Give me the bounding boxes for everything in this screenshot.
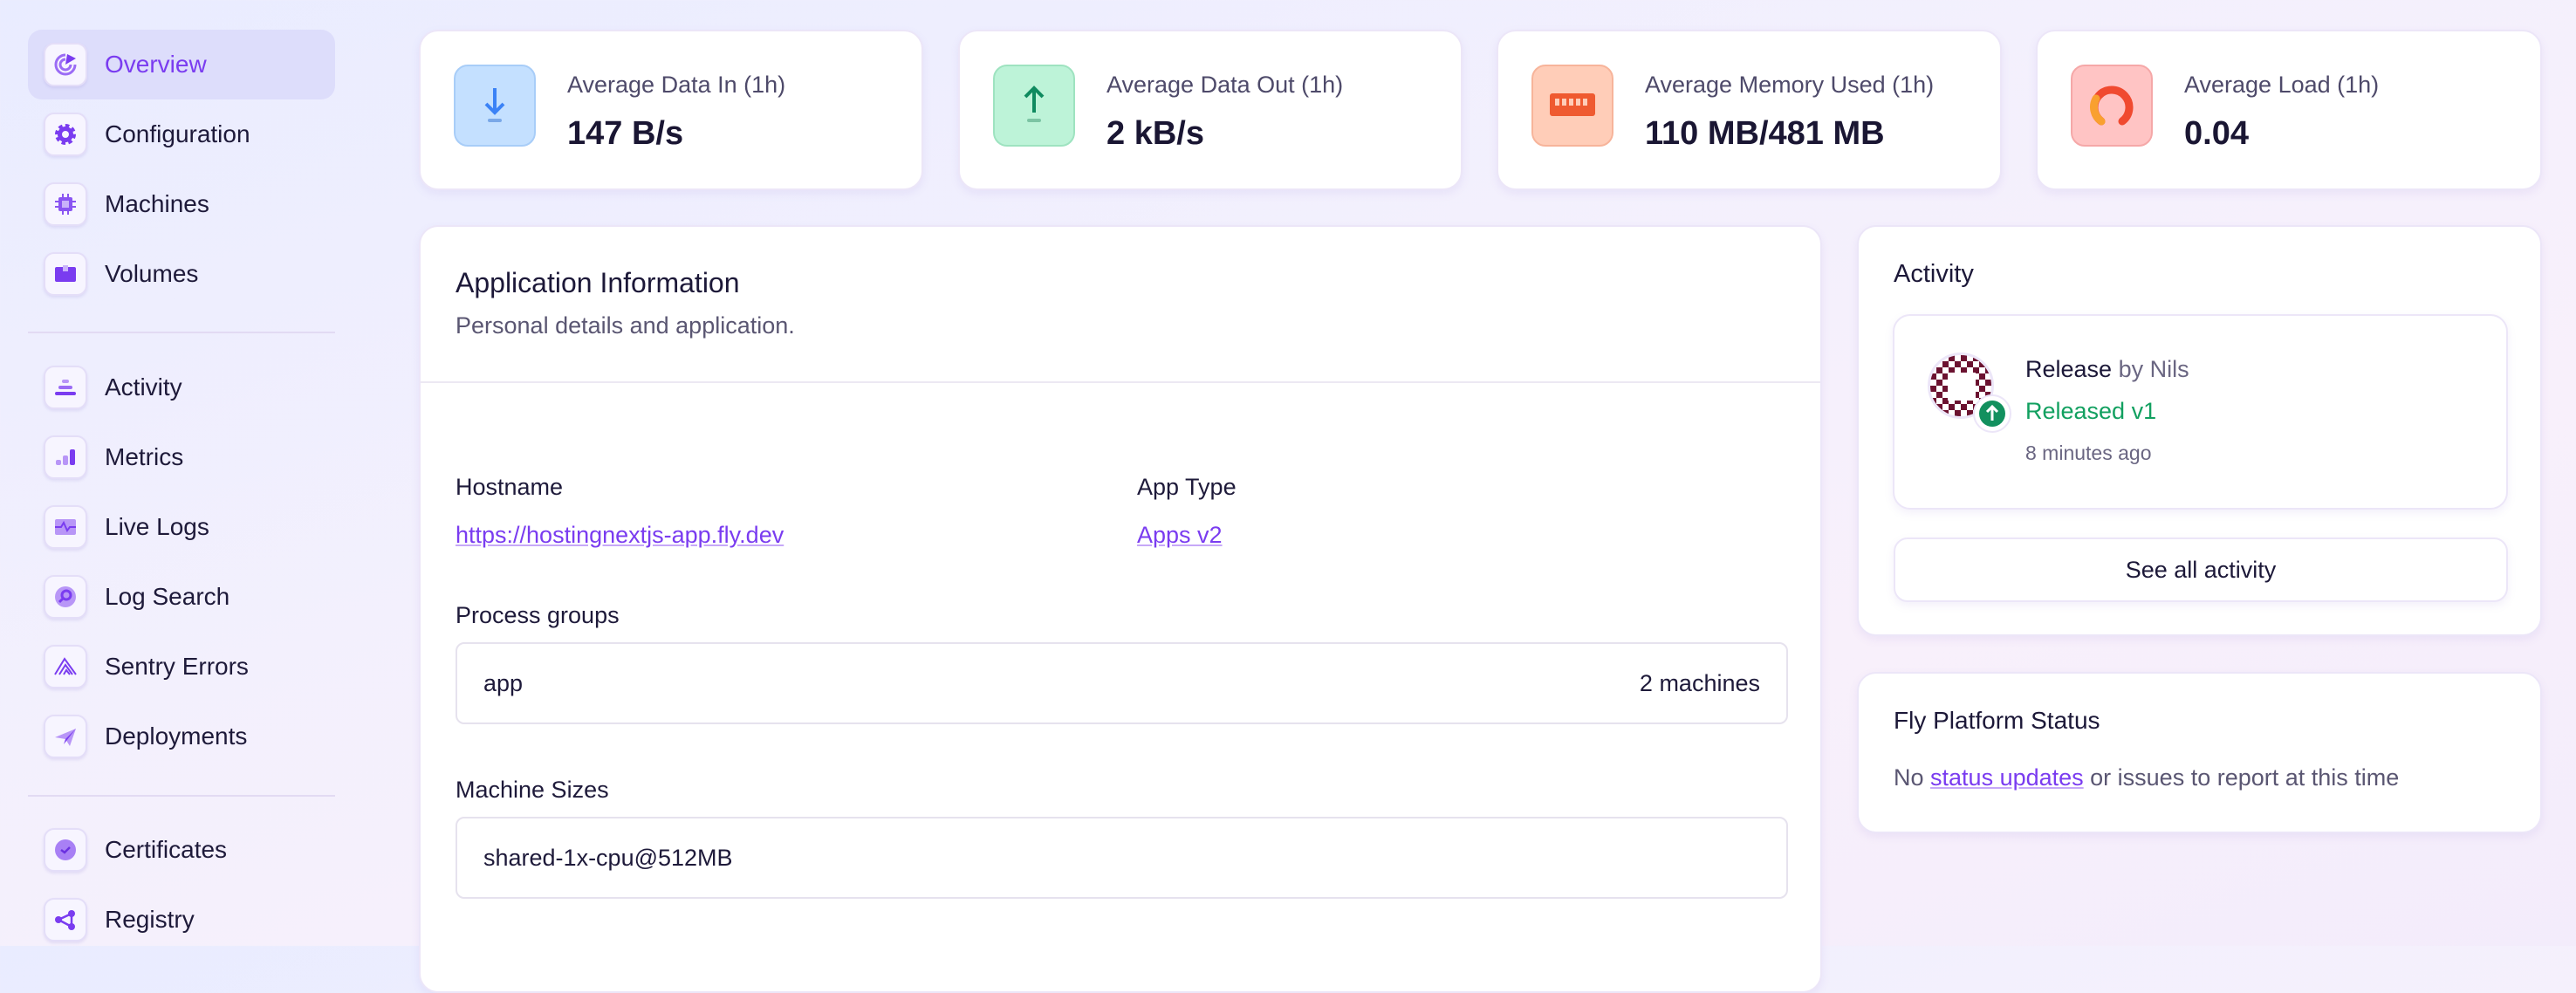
sidebar-item-label: Sentry Errors (105, 653, 249, 680)
activity-type: Release (2025, 356, 2113, 382)
avatar-pattern-center (1948, 373, 1976, 401)
hostname-label: Hostname (456, 474, 564, 500)
chip-icon (44, 182, 87, 226)
app-type-link[interactable]: Apps v2 (1137, 522, 1223, 548)
sidebar-item-label: Live Logs (105, 513, 209, 540)
sidebar-divider (28, 795, 335, 797)
share-icon (44, 898, 87, 942)
status-suffix: or issues to report at this time (2083, 764, 2400, 791)
sidebar-item-certificates[interactable]: Certificates (28, 815, 335, 885)
machine-sizes-label: Machine Sizes (456, 777, 609, 803)
status-updates-link[interactable]: status updates (1930, 764, 2084, 791)
process-groups-label: Process groups (456, 602, 620, 628)
platform-status-title: Fly Platform Status (1894, 707, 2100, 734)
stat-value: 2 kB/s (1106, 115, 1204, 152)
machine-size: shared-1x-cpu@512MB (483, 844, 733, 871)
sentry-icon (44, 645, 87, 688)
box-icon (44, 252, 87, 296)
sidebar-item-label: Overview (105, 51, 207, 78)
sidebar-item-label: Volumes (105, 260, 199, 287)
sidebar-item-sentry-errors[interactable]: Sentry Errors (28, 632, 335, 702)
machine-size-row: shared-1x-cpu@512MB (456, 817, 1788, 899)
activity-author: by Nils (2118, 356, 2189, 382)
sidebar-item-configuration[interactable]: Configuration (28, 99, 335, 169)
stat-value: 110 MB/481 MB (1645, 115, 1885, 152)
arrow-down-icon (454, 65, 536, 147)
activity-heading: Release by Nils (2025, 356, 2189, 383)
section-title: Application Information (456, 267, 740, 298)
sidebar-item-label: Configuration (105, 120, 250, 147)
sidebar-item-log-search[interactable]: Log Search (28, 562, 335, 632)
overview-icon (44, 43, 87, 86)
process-group-name: app (483, 669, 524, 696)
paper-plane-icon (44, 715, 87, 758)
activity-status: Released v1 (2025, 398, 2157, 424)
activity-title: Activity (1894, 260, 1974, 288)
sidebar-item-live-logs[interactable]: Live Logs (28, 492, 335, 562)
sidebar-divider (28, 332, 335, 333)
gear-icon (44, 113, 87, 156)
sidebar-item-registry[interactable]: Registry (28, 885, 335, 955)
stat-label: Average Data Out (1h) (1106, 72, 1344, 98)
see-all-activity-button[interactable]: See all activity (1894, 538, 2508, 602)
bar-chart-icon (44, 435, 87, 479)
activity-icon (44, 366, 87, 409)
arrow-up-icon (1979, 401, 2005, 427)
pulse-icon (44, 505, 87, 549)
process-group-row[interactable]: app 2 machines (456, 642, 1788, 724)
sidebar-item-label: Machines (105, 190, 209, 217)
sidebar-item-label: Metrics (105, 443, 184, 470)
status-prefix: No (1894, 764, 1931, 791)
sidebar-item-activity[interactable]: Activity (28, 353, 335, 422)
sidebar-item-volumes[interactable]: Volumes (28, 239, 335, 309)
activity-card: Activity Release by Nils Released v1 8 m… (1857, 225, 2542, 636)
hostname-link[interactable]: https://hostingnextjs-app.fly.dev (456, 522, 784, 548)
stat-label: Average Load (1h) (2184, 72, 2380, 98)
activity-time: 8 minutes ago (2025, 442, 2152, 464)
sidebar-item-label: Certificates (105, 836, 228, 863)
sidebar-item-deployments[interactable]: Deployments (28, 702, 335, 771)
sidebar-item-label: Activity (105, 373, 182, 401)
sidebar-item-overview[interactable]: Overview (28, 30, 335, 99)
memory-icon (1531, 65, 1613, 147)
sidebar-item-machines[interactable]: Machines (28, 169, 335, 239)
application-information-card: Application Information Personal details… (419, 225, 1822, 993)
stat-card-data-in: Average Data In (1h) 147 B/s (419, 30, 923, 190)
process-group-machines: 2 machines (1639, 669, 1760, 696)
release-badge (1973, 394, 2011, 433)
section-subtitle: Personal details and application. (456, 312, 795, 339)
sidebar-item-label: Registry (105, 906, 195, 933)
stat-label: Average Data In (1h) (567, 72, 786, 98)
sidebar-item-label: Deployments (105, 722, 248, 750)
sidebar-item-label: Log Search (105, 583, 230, 610)
avatar (1928, 353, 1994, 419)
platform-status-text: No status updates or issues to report at… (1894, 764, 2399, 791)
divider (421, 381, 1820, 383)
stat-value: 147 B/s (567, 115, 684, 152)
app-type-label: App Type (1137, 474, 1237, 500)
stat-value: 0.04 (2184, 115, 2249, 152)
gauge-icon (2071, 65, 2153, 147)
stat-card-data-out: Average Data Out (1h) 2 kB/s (958, 30, 1463, 190)
stat-card-memory: Average Memory Used (1h) 110 MB/481 MB (1497, 30, 2002, 190)
stat-label: Average Memory Used (1h) (1645, 72, 1935, 98)
search-icon (44, 575, 87, 619)
platform-status-card: Fly Platform Status No status updates or… (1857, 672, 2542, 833)
arrow-up-icon (993, 65, 1075, 147)
sidebar-item-metrics[interactable]: Metrics (28, 422, 335, 492)
stat-card-load: Average Load (1h) 0.04 (2036, 30, 2542, 190)
badge-check-icon (44, 828, 87, 872)
activity-item[interactable]: Release by Nils Released v1 8 minutes ag… (1893, 314, 2508, 510)
